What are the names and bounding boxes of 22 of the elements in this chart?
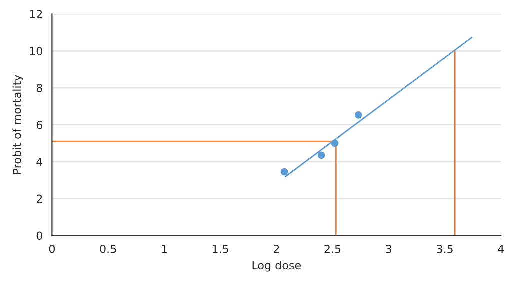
x-tick-label: 3 — [386, 244, 392, 254]
y-tick-label: 6 — [36, 120, 42, 130]
x-tick-label: 1.5 — [212, 245, 228, 254]
y-tick-label: 10 — [30, 47, 42, 56]
y-tick-label: 2 — [36, 194, 42, 204]
y-tick-label: 4 — [36, 158, 43, 166]
x-tick-label: 1 — [162, 245, 167, 254]
y-axis-title: Probit of mortality — [12, 75, 24, 174]
point — [354, 112, 362, 119]
point — [331, 140, 339, 148]
point — [318, 152, 326, 160]
y-tick-label: 8 — [36, 84, 42, 92]
y-tick-label: 0 — [36, 232, 42, 240]
x-tick-label: 3.5 — [437, 244, 453, 254]
x-tick-label: 4 — [498, 245, 504, 254]
x-tick-label: 0 — [49, 244, 55, 254]
point — [280, 168, 288, 176]
x-tick-label: 2 — [274, 244, 280, 254]
x-tick-label: 0.5 — [100, 244, 116, 254]
x-tick-label: 2.5 — [324, 244, 341, 254]
x-axis-title: Log dose — [252, 261, 301, 272]
y-tick-label: 12 — [30, 10, 42, 18]
